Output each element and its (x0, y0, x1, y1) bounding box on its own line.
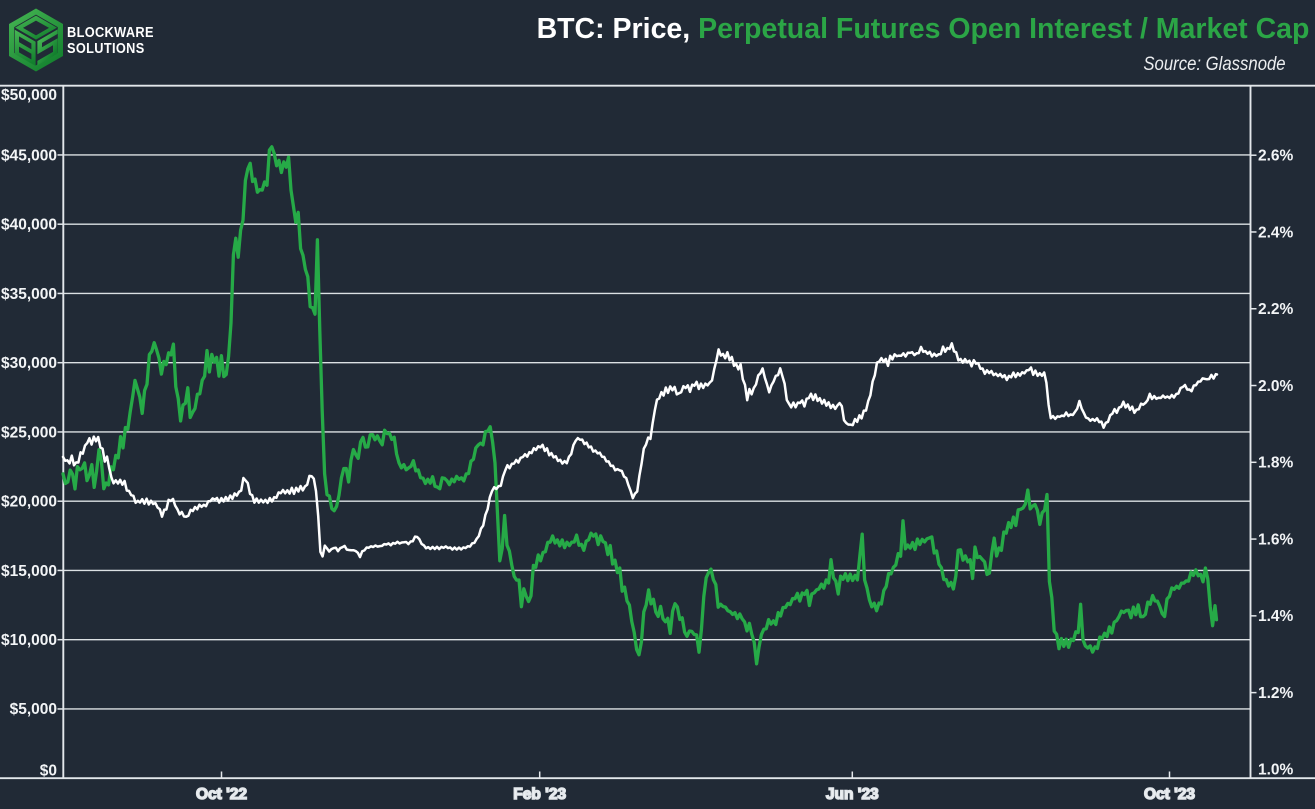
svg-text:$5,000: $5,000 (10, 701, 57, 718)
svg-text:$15,000: $15,000 (1, 563, 57, 580)
svg-text:Feb '23: Feb '23 (513, 786, 566, 803)
svg-text:Oct '23: Oct '23 (1144, 786, 1195, 803)
svg-text:1.6%: 1.6% (1258, 531, 1294, 548)
svg-text:$50,000: $50,000 (1, 87, 57, 104)
svg-text:2.0%: 2.0% (1258, 378, 1294, 395)
svg-text:$45,000: $45,000 (1, 147, 57, 164)
svg-text:$25,000: $25,000 (1, 424, 57, 441)
svg-text:2.4%: 2.4% (1258, 224, 1294, 241)
svg-text:1.2%: 1.2% (1258, 685, 1294, 702)
svg-text:$30,000: $30,000 (1, 355, 57, 372)
svg-text:2.6%: 2.6% (1258, 148, 1294, 165)
svg-text:$40,000: $40,000 (1, 217, 57, 234)
svg-text:$10,000: $10,000 (1, 632, 57, 649)
svg-text:$35,000: $35,000 (1, 286, 57, 303)
svg-text:1.8%: 1.8% (1258, 455, 1294, 472)
svg-text:$0: $0 (40, 763, 57, 780)
svg-text:Oct '22: Oct '22 (196, 786, 247, 803)
svg-text:2.2%: 2.2% (1258, 301, 1294, 318)
svg-text:1.4%: 1.4% (1258, 608, 1294, 625)
svg-text:$20,000: $20,000 (1, 494, 57, 511)
svg-text:1.0%: 1.0% (1258, 762, 1294, 779)
svg-text:Jun '23: Jun '23 (826, 786, 879, 803)
